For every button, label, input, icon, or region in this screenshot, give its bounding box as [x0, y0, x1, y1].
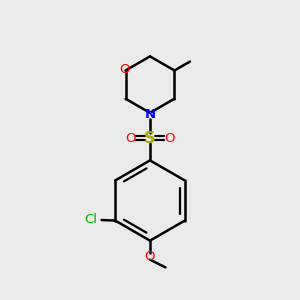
Text: O: O — [145, 250, 155, 262]
Text: O: O — [125, 132, 136, 145]
Text: O: O — [164, 132, 175, 145]
Text: S: S — [144, 130, 156, 146]
Text: O: O — [119, 62, 129, 76]
Text: Cl: Cl — [84, 214, 98, 226]
Text: N: N — [144, 108, 156, 121]
